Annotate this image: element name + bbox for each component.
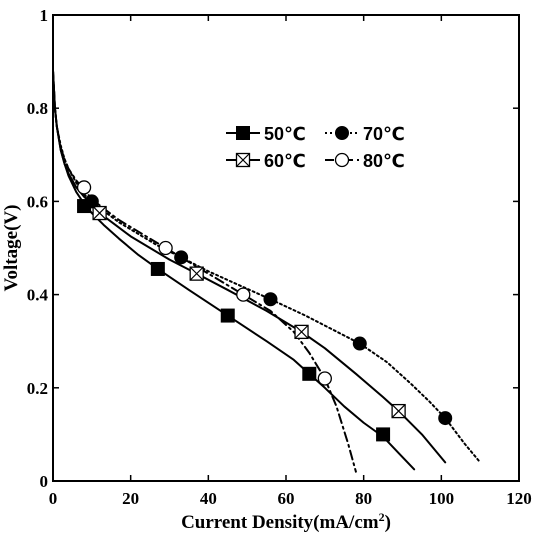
legend-marker	[334, 152, 350, 168]
data-point-series-2	[92, 205, 107, 221]
x-tick-label: 20	[122, 489, 139, 508]
y-tick-label: 0.6	[27, 192, 48, 211]
tick-layer: 0 20 40 60 80 100 120 0 0.2 0.4 0.6 0.8 1	[27, 6, 532, 508]
legend-item-1: 50℃	[226, 124, 306, 144]
x-axis-title-superscript: 2	[379, 510, 385, 524]
y-tick-label: 0.8	[27, 99, 48, 118]
data-point-series-2	[391, 403, 406, 419]
data-point-series-3	[438, 411, 453, 426]
data-point-series-1	[150, 261, 165, 276]
data-point-series-2	[189, 266, 204, 281]
legend-marker	[236, 126, 250, 140]
legend-label: 60℃	[264, 151, 306, 171]
x-axis-title-close: )	[385, 512, 391, 533]
legend-item-2: 60℃	[226, 151, 306, 171]
data-point-series-1	[220, 308, 235, 323]
marker-layer	[76, 180, 453, 442]
series-line-1	[52, 69, 416, 471]
x-axis-title-main: Current Density(mA/cm	[181, 512, 379, 533]
data-point-series-4	[317, 371, 332, 386]
x-tick-label: 100	[429, 489, 455, 508]
legend-item-3: 70℃	[325, 124, 405, 144]
data-point-series-3	[174, 250, 189, 265]
legend: 50℃ 60℃ 70℃ 80℃	[226, 124, 405, 171]
x-tick-label: 0	[49, 489, 58, 508]
data-point-series-4	[236, 287, 251, 302]
x-tick-label: 120	[506, 489, 532, 508]
y-tick-label: 0.2	[27, 379, 48, 398]
x-tick-label: 40	[200, 489, 217, 508]
data-point-series-3	[263, 292, 278, 307]
x-tick-label: 60	[278, 489, 295, 508]
series-line-2	[52, 69, 447, 464]
legend-item-4: 80℃	[325, 151, 405, 171]
data-point-series-4	[76, 180, 92, 195]
data-point-series-3	[352, 336, 367, 351]
legend-label: 70℃	[363, 124, 405, 144]
y-tick-label: 0.4	[27, 286, 49, 305]
legend-marker	[335, 126, 349, 140]
y-tick-label: 0	[40, 472, 49, 491]
x-axis-title: Current Density(mA/cm2)	[181, 510, 391, 533]
y-axis-title: Voltage(V)	[1, 205, 22, 292]
legend-label: 80℃	[363, 151, 405, 171]
y-tick-label: 1	[40, 6, 49, 25]
data-point-series-4	[158, 240, 173, 256]
data-point-series-3	[84, 194, 99, 209]
legend-label: 50℃	[264, 124, 306, 144]
data-point-series-2	[294, 324, 309, 340]
data-point-series-1	[302, 366, 317, 381]
legend-marker	[235, 152, 251, 168]
plot-frame	[52, 14, 520, 482]
series-line-4	[52, 69, 357, 473]
data-point-series-1	[376, 427, 391, 442]
x-tick-label: 80	[355, 489, 372, 508]
